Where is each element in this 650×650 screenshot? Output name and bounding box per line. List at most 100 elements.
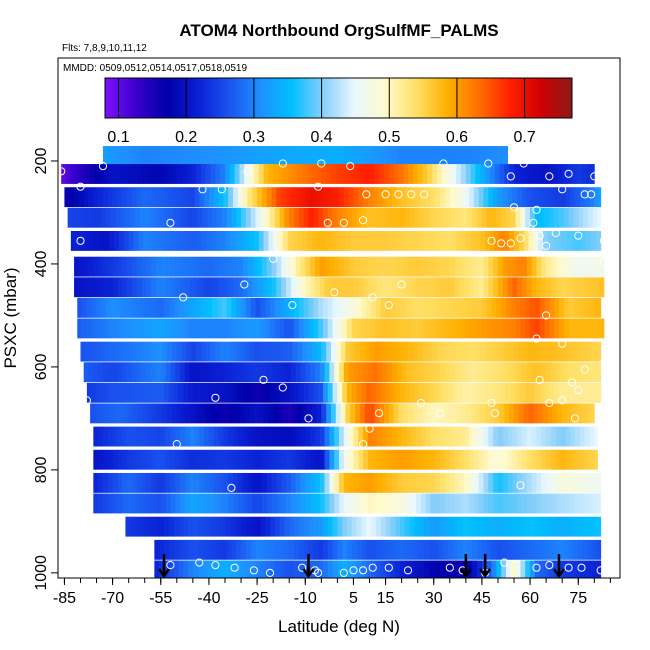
x-tick-label: 75 <box>569 590 587 607</box>
heatmap-cell <box>184 426 191 447</box>
heatmap-cell <box>363 449 369 470</box>
heatmap-cell <box>340 230 346 251</box>
heatmap-cell <box>98 426 104 447</box>
heatmap-cell <box>247 187 253 208</box>
heatmap-cell <box>242 277 248 298</box>
heatmap-cell <box>366 318 372 339</box>
heatmap-cell <box>188 539 194 560</box>
heatmap-cell <box>218 493 224 514</box>
heatmap-cell <box>375 297 382 318</box>
heatmap-cell <box>430 187 436 208</box>
heatmap-cell <box>268 164 274 184</box>
heatmap-cell <box>237 493 244 514</box>
heatmap-cell <box>162 341 168 362</box>
heatmap-cell <box>146 493 152 514</box>
sample-point <box>195 558 204 567</box>
heatmap-cell <box>241 539 247 560</box>
heatmap-cell <box>444 493 451 514</box>
arrow-markers <box>157 554 566 579</box>
heatmap-cell <box>83 277 89 298</box>
heatmap-cell <box>501 297 507 318</box>
heatmap-cell <box>231 382 237 403</box>
heatmap-cell <box>589 277 595 298</box>
heatmap-cell <box>261 146 268 166</box>
heatmap-cell <box>319 256 325 277</box>
heatmap-cell <box>204 493 210 514</box>
heatmap-cell <box>475 164 481 184</box>
heatmap-cell <box>290 493 297 514</box>
heatmap-cell <box>260 560 266 578</box>
heatmap-cell <box>478 449 484 470</box>
heatmap-cell <box>160 449 166 470</box>
heatmap-cell <box>565 472 571 493</box>
heatmap-cell <box>453 539 459 560</box>
heatmap-cell <box>480 164 486 184</box>
heatmap-cell <box>510 297 517 318</box>
heatmap-cell <box>149 318 155 339</box>
heatmap-cell <box>438 207 444 228</box>
heatmap-cell <box>575 362 581 383</box>
heatmap-cell <box>250 560 256 578</box>
heatmap-band <box>93 449 598 470</box>
heatmap-cell <box>172 230 178 251</box>
heatmap-cell <box>147 230 154 251</box>
heatmap-cell <box>199 146 205 166</box>
heatmap-cell <box>155 256 162 277</box>
heatmap-cell <box>372 493 378 514</box>
heatmap-cell <box>491 539 497 560</box>
heatmap-cell <box>318 318 324 339</box>
heatmap-cell <box>168 297 175 318</box>
heatmap-cell <box>578 560 584 578</box>
heatmap-cell <box>377 472 383 493</box>
heatmap-cell <box>115 382 122 403</box>
heatmap-cell <box>576 403 582 424</box>
heatmap-cell <box>334 449 340 470</box>
heatmap-cell <box>269 207 276 228</box>
heatmap-cell <box>347 318 353 339</box>
heatmap-cell <box>300 362 306 383</box>
heatmap-cell <box>163 560 170 578</box>
heatmap-cell <box>223 472 229 493</box>
heatmap-cell <box>462 539 468 560</box>
heatmap-cell <box>249 403 255 424</box>
heatmap-cell <box>308 539 314 560</box>
heatmap-cell <box>261 277 268 298</box>
heatmap-cell <box>298 318 305 339</box>
heatmap-cell <box>348 493 354 514</box>
sample-point <box>445 563 454 572</box>
heatmap-cell <box>67 207 73 228</box>
heatmap-cell <box>584 277 590 298</box>
heatmap-cell <box>348 449 354 470</box>
heatmap-cell <box>146 426 152 447</box>
sample-point <box>66 311 75 320</box>
heatmap-cell <box>314 362 321 383</box>
heatmap-cell <box>377 362 383 383</box>
heatmap-cell <box>180 362 186 383</box>
heatmap-cell <box>589 426 595 447</box>
heatmap-cell <box>395 516 401 537</box>
heatmap-cell <box>489 403 496 424</box>
heatmap-cell <box>305 493 311 514</box>
heatmap-cell <box>411 493 417 514</box>
heatmap-cell <box>526 362 533 383</box>
heatmap-cell <box>583 516 589 537</box>
heatmap-cell <box>162 164 168 184</box>
heatmap-cell <box>221 207 227 228</box>
heatmap-cell <box>361 318 367 339</box>
heatmap-cell <box>428 560 435 578</box>
heatmap-cell <box>406 449 412 470</box>
heatmap-cell <box>163 539 170 560</box>
heatmap-cell <box>289 297 295 318</box>
heatmap-cell <box>497 256 504 277</box>
heatmap-cell <box>347 207 353 228</box>
heatmap-cell <box>184 277 191 298</box>
heatmap-cell <box>348 187 354 208</box>
heatmap-cell <box>570 256 576 277</box>
x-tick-label: -70 <box>101 590 124 607</box>
heatmap-cell <box>461 164 467 184</box>
heatmap-cell <box>539 207 545 228</box>
heatmap-cell <box>581 341 587 362</box>
heatmap-cell <box>215 164 221 184</box>
heatmap-cell <box>534 207 541 228</box>
heatmap-cell <box>154 318 160 339</box>
